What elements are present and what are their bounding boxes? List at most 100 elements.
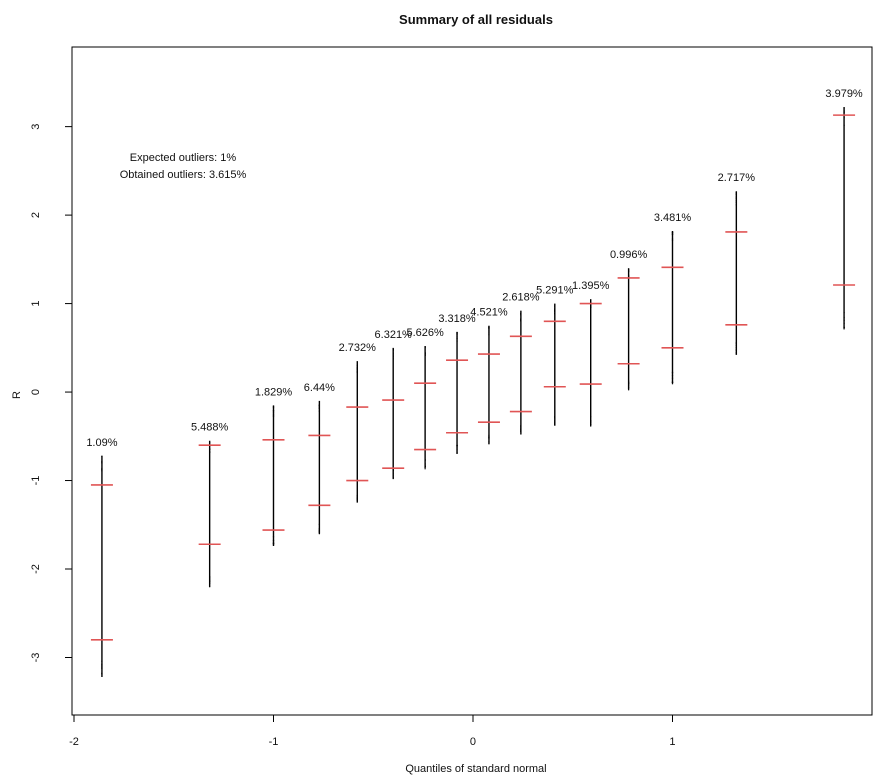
outlier-point [456,340,458,342]
outlier-point [318,406,320,408]
outlier-point [590,305,592,308]
residual-group: 6.321% [375,329,413,480]
x-tick-label: 1 [669,736,675,748]
outlier-point [628,385,630,387]
x-tick-label: -2 [69,736,79,748]
outlier-point [392,354,394,356]
outlier-point [735,197,737,200]
y-tick-label: -2 [30,564,42,574]
outlier-point [101,462,103,464]
outlier-point [843,312,845,314]
outlier-point [554,310,556,312]
outlier-point [356,499,358,502]
outlier-point [520,318,522,320]
outlier-point [272,414,275,416]
outlier-point [392,472,394,474]
outlier-point [101,460,103,463]
outlier-point [392,470,394,472]
outlier-point [209,582,211,584]
outlier-point [554,312,556,314]
outlier-point [628,380,630,382]
outlier-point [456,444,458,446]
outlier-point [392,356,394,358]
expected-outliers-annotation: Expected outliers: 1% [130,152,237,164]
outlier-point [209,448,211,450]
outlier-point [424,346,426,348]
outlier-point [735,349,737,351]
outlier-point [356,367,358,369]
outlier-point [318,531,320,533]
outlier-point [318,404,320,406]
outlier-point [456,333,458,335]
outlier-percent-label: 2.618% [502,292,540,304]
residual-group: 4.521% [470,307,508,445]
outlier-percent-label: 2.732% [339,342,377,354]
outlier-point [392,477,394,480]
outlier-point [318,523,320,526]
y-tick-label: 2 [30,212,42,218]
outlier-point [356,496,358,499]
outlier-point [356,369,358,371]
outlier-point [209,580,211,582]
outlier-percent-label: 6.321% [375,329,413,341]
x-tick-label: -1 [269,736,279,748]
outlier-point [424,352,426,354]
outlier-point [735,344,737,346]
outlier-point [520,319,522,321]
outlier-point [488,436,490,439]
outlier-point [628,389,630,391]
outlier-point [456,333,458,335]
outlier-point [101,660,103,662]
y-tick-label: -1 [30,476,42,486]
outlier-percent-label: 4.521% [470,307,508,319]
y-tick-label: 1 [30,301,42,307]
outlier-point [520,427,522,429]
outlier-percent-label: 3.979% [825,88,863,100]
outlier-percent-label: 5.291% [536,285,574,297]
outlier-point [456,451,458,453]
outlier-point [356,495,358,497]
outlier-point [554,309,556,312]
residual-group: 5.291% [536,285,574,426]
outlier-point [272,542,275,545]
outlier-point [392,474,394,476]
outlier-point [628,382,630,385]
residual-group: 5.488% [191,422,229,588]
outlier-point [456,449,458,451]
outlier-point [843,110,845,112]
outlier-point [356,371,358,373]
outlier-point [843,326,845,328]
outlier-point [488,438,490,440]
outlier-point [101,667,103,669]
outlier-percent-label: 0.996% [610,249,648,261]
outlier-point [356,498,358,500]
outlier-point [272,410,275,412]
outlier-point [843,316,845,319]
outlier-point [424,352,426,354]
outlier-point [735,347,737,349]
outlier-point [520,312,522,315]
outlier-point [101,663,103,665]
outlier-point [392,352,394,354]
outlier-point [488,327,490,329]
outlier-point [101,664,103,666]
outlier-point [628,387,630,389]
outlier-point [456,445,458,447]
residual-group: 2.618% [502,292,540,435]
outlier-point [101,461,103,463]
outlier-point [318,531,320,534]
outlier-point [424,463,426,465]
outlier-point [671,381,674,383]
outlier-point [843,319,845,322]
outlier-point [554,417,556,419]
outlier-percent-label: 1.09% [86,437,117,449]
outlier-point [628,381,630,384]
outlier-point [424,346,426,348]
outlier-point [101,470,103,472]
outlier-point [628,275,630,277]
residual-group: 1.09% [86,437,118,677]
outlier-point [318,529,320,532]
outlier-point [843,124,845,126]
outlier-point [392,476,394,478]
